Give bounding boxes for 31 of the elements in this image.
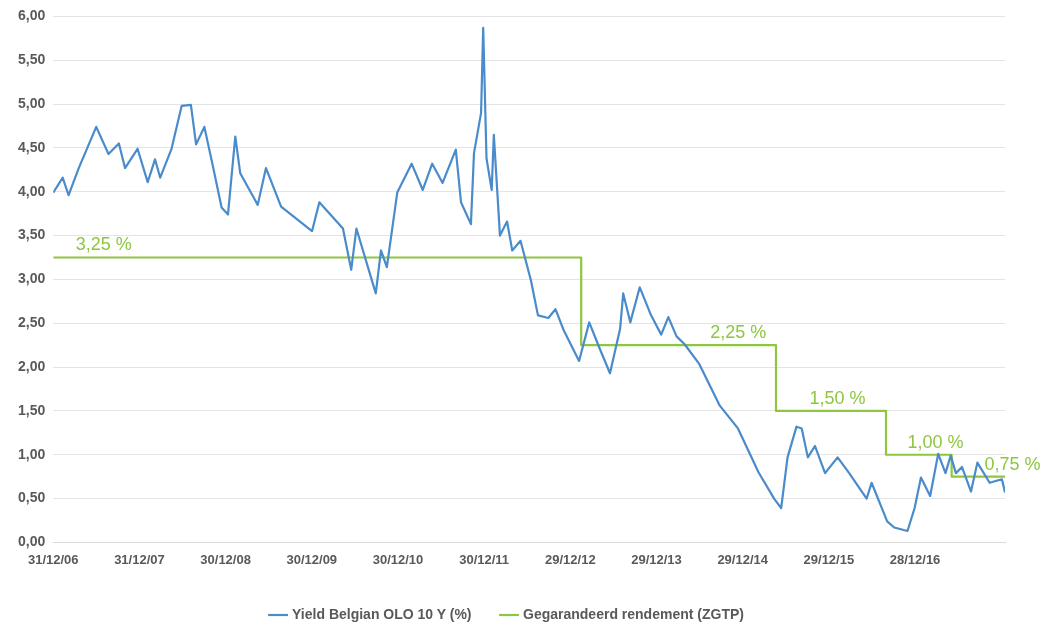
x-tick-label: 29/12/12 xyxy=(545,551,596,567)
x-tick-label: 28/12/16 xyxy=(889,551,941,567)
x-tick-label: 31/12/07 xyxy=(114,551,165,567)
annotation: 0,75 % xyxy=(984,453,1041,474)
y-tick-label: 3,00 xyxy=(18,270,46,287)
y-tick-label: 2,50 xyxy=(18,314,46,331)
x-tick-label: 29/12/13 xyxy=(631,551,682,567)
annotation: 1,00 % xyxy=(907,431,964,452)
x-tick-label: 29/12/14 xyxy=(717,551,769,567)
y-tick-label: 1,50 xyxy=(18,401,46,418)
x-tick-label: 30/12/09 xyxy=(286,551,338,567)
y-tick-label: 4,00 xyxy=(18,182,46,199)
x-tick-label: 30/12/10 xyxy=(372,551,424,567)
x-tick-label: 30/12/11 xyxy=(459,551,510,567)
x-tick-label: 30/12/08 xyxy=(200,551,251,567)
annotation: 2,25 % xyxy=(710,322,767,343)
y-tick-label: 5,00 xyxy=(18,94,46,111)
legend-label: Yield Belgian OLO 10 Y (%) xyxy=(292,605,472,622)
y-tick-label: 5,50 xyxy=(18,51,46,68)
y-tick-label: 3,50 xyxy=(18,226,46,243)
y-tick-label: 6,00 xyxy=(18,7,46,24)
y-tick-label: 0,50 xyxy=(18,489,46,506)
y-tick-label: 4,50 xyxy=(18,138,46,155)
y-tick-label: 0,00 xyxy=(18,533,46,550)
y-tick-label: 1,00 xyxy=(18,445,46,462)
x-tick-label: 31/12/06 xyxy=(27,551,79,567)
y-tick-label: 2,00 xyxy=(18,357,46,374)
annotation: 3,25 % xyxy=(75,234,132,255)
x-tick-label: 29/12/15 xyxy=(803,551,855,567)
annotation: 1,50 % xyxy=(809,387,866,408)
legend-label: Gegarandeerd rendement (ZGTP) xyxy=(523,605,744,622)
